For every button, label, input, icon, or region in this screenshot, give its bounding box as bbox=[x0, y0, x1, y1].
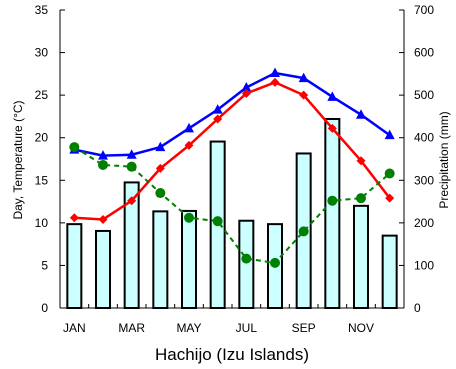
precip-bar bbox=[353, 204, 369, 309]
triangle-marker bbox=[384, 129, 395, 140]
circle-marker bbox=[270, 257, 280, 268]
y-right-tick-label: 700 bbox=[414, 3, 434, 17]
chart-title: Hachijo (Izu Islands) bbox=[155, 345, 309, 364]
circle-marker bbox=[384, 168, 395, 179]
precip-bar bbox=[381, 234, 398, 309]
series-line-1 bbox=[74, 71, 391, 157]
triangle-marker bbox=[155, 141, 166, 152]
triangle-marker bbox=[356, 109, 366, 119]
triangle-marker bbox=[212, 104, 223, 114]
precip-bar bbox=[152, 210, 169, 309]
circle-marker bbox=[69, 142, 80, 153]
triangle-marker bbox=[241, 81, 252, 92]
diamond-marker bbox=[270, 77, 280, 87]
diamond-marker bbox=[98, 214, 108, 224]
triangle-marker bbox=[327, 91, 338, 101]
diamond-marker bbox=[299, 90, 309, 100]
diamond-marker bbox=[184, 140, 194, 150]
tick-labels: 0 5 10 15 20 25 30 35 0 100 200 300 400 500 600 700 JAN M… bbox=[35, 3, 435, 335]
x-tick-label: NOV bbox=[348, 321, 374, 335]
y-right-tick-label: 300 bbox=[414, 173, 434, 187]
y-right-tick-label: 0 bbox=[414, 301, 421, 315]
circle-marker bbox=[327, 195, 338, 206]
circle-marker bbox=[298, 226, 309, 237]
diamond-marker bbox=[385, 193, 395, 203]
chart-axes bbox=[59, 9, 405, 309]
circle-marker bbox=[126, 161, 137, 172]
circle-marker bbox=[212, 216, 223, 227]
circle-marker bbox=[98, 159, 108, 170]
y-left-tick-label: 35 bbox=[35, 3, 49, 17]
triangle-marker bbox=[298, 72, 309, 83]
diamond-marker bbox=[213, 114, 223, 124]
x-tick-label: MAR bbox=[118, 321, 145, 335]
diamond-marker bbox=[127, 196, 137, 206]
diamond-marker bbox=[356, 156, 366, 166]
diamond-marker bbox=[327, 123, 337, 133]
precip-bar bbox=[95, 229, 111, 309]
x-tick-label: JAN bbox=[63, 321, 86, 335]
y-left-tick-label: 20 bbox=[35, 131, 49, 145]
y-right-tick-label: 200 bbox=[414, 216, 434, 230]
precipitation-bars bbox=[66, 117, 398, 310]
circle-marker bbox=[356, 193, 366, 204]
circle-marker bbox=[241, 253, 252, 264]
series-line-2 bbox=[74, 81, 391, 221]
circle-marker bbox=[155, 188, 166, 199]
x-tick-label: MAY bbox=[176, 321, 201, 335]
y-right-tick-label: 500 bbox=[414, 88, 434, 102]
y-left-tick-label: 30 bbox=[35, 46, 49, 60]
triangle-marker bbox=[126, 149, 137, 159]
circle-marker bbox=[184, 212, 194, 223]
y-left-tick-label: 15 bbox=[35, 173, 49, 187]
precip-bar bbox=[324, 117, 341, 309]
y-left-tick-label: 5 bbox=[41, 258, 48, 272]
y-right-tick-label: 400 bbox=[414, 131, 434, 145]
temperature-lines bbox=[69, 67, 395, 268]
precip-bar bbox=[181, 209, 197, 310]
y-left-tick-label: 0 bbox=[41, 301, 48, 315]
y-left-tick-label: 25 bbox=[35, 88, 49, 102]
y-axis-right-title: Precipitation (mm) bbox=[437, 111, 451, 208]
triangle-marker bbox=[184, 122, 194, 133]
triangle-marker bbox=[270, 67, 280, 78]
precip-bar bbox=[238, 219, 255, 310]
series-line-3 bbox=[73, 146, 391, 264]
y-right-tick-label: 600 bbox=[414, 46, 434, 60]
y-left-tick-label: 10 bbox=[35, 216, 49, 230]
x-tick-label: SEP bbox=[292, 321, 316, 335]
y-axis-left-title: Day, Temperature (°C) bbox=[11, 100, 25, 219]
diamond-marker bbox=[69, 213, 79, 223]
diamond-marker bbox=[241, 88, 251, 98]
x-tick-label: JUL bbox=[236, 321, 258, 335]
diamond-marker bbox=[155, 163, 165, 173]
y-right-tick-label: 100 bbox=[414, 258, 434, 272]
precip-bar bbox=[66, 223, 83, 310]
triangle-marker bbox=[98, 150, 108, 160]
